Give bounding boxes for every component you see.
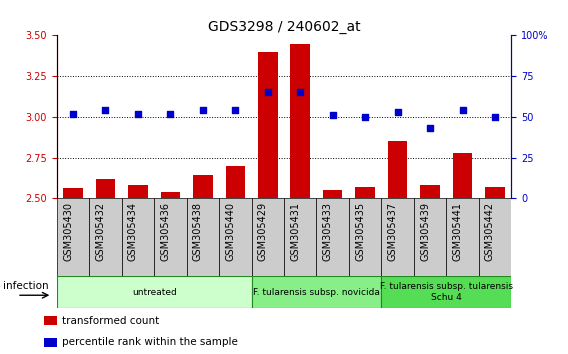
Bar xyxy=(187,198,219,276)
Text: untreated: untreated xyxy=(132,287,177,297)
Text: GSM305440: GSM305440 xyxy=(225,202,235,261)
Point xyxy=(490,114,499,120)
Text: GSM305429: GSM305429 xyxy=(258,202,268,261)
Bar xyxy=(193,176,212,198)
Text: infection: infection xyxy=(3,281,48,291)
Bar xyxy=(122,198,154,276)
Point xyxy=(458,108,467,113)
Bar xyxy=(479,198,511,276)
Text: F. tularensis subsp. novicida: F. tularensis subsp. novicida xyxy=(253,287,380,297)
Bar xyxy=(57,276,252,308)
Bar xyxy=(485,187,505,198)
Point xyxy=(263,90,272,95)
Text: GSM305441: GSM305441 xyxy=(453,202,462,261)
Point xyxy=(231,108,240,113)
Point xyxy=(393,109,402,115)
Bar xyxy=(290,44,310,198)
Bar xyxy=(252,198,284,276)
Bar xyxy=(161,192,180,198)
Point xyxy=(328,112,337,118)
Bar xyxy=(225,166,245,198)
Bar xyxy=(453,153,472,198)
Text: transformed count: transformed count xyxy=(61,316,159,326)
Text: GSM305431: GSM305431 xyxy=(290,202,300,261)
Text: GSM305439: GSM305439 xyxy=(420,202,430,261)
Bar xyxy=(63,188,83,198)
Point xyxy=(101,108,110,113)
Bar xyxy=(316,198,349,276)
Bar xyxy=(381,276,511,308)
Text: GSM305430: GSM305430 xyxy=(63,202,73,261)
Text: GSM305432: GSM305432 xyxy=(95,202,106,261)
Point xyxy=(361,114,370,120)
Bar xyxy=(414,198,446,276)
Bar xyxy=(154,198,187,276)
Point xyxy=(69,111,78,116)
Text: GSM305442: GSM305442 xyxy=(485,202,495,261)
Bar xyxy=(356,187,375,198)
Text: GSM305433: GSM305433 xyxy=(323,202,333,261)
Bar xyxy=(284,198,316,276)
Bar xyxy=(381,198,414,276)
Bar xyxy=(388,141,407,198)
Bar xyxy=(349,198,381,276)
Bar xyxy=(89,198,122,276)
Text: GSM305438: GSM305438 xyxy=(193,202,203,261)
Bar xyxy=(420,185,440,198)
Bar xyxy=(57,198,89,276)
Point xyxy=(198,108,207,113)
Bar xyxy=(323,190,343,198)
Point xyxy=(296,90,305,95)
Point xyxy=(425,125,435,131)
Text: percentile rank within the sample: percentile rank within the sample xyxy=(61,337,237,348)
Text: GSM305434: GSM305434 xyxy=(128,202,138,261)
Bar xyxy=(44,338,57,347)
Bar xyxy=(446,198,479,276)
Bar xyxy=(96,179,115,198)
Text: GSM305437: GSM305437 xyxy=(387,202,398,261)
Bar xyxy=(44,316,57,325)
Text: GSM305436: GSM305436 xyxy=(160,202,170,261)
Point xyxy=(133,111,143,116)
Text: F. tularensis subsp. tularensis
Schu 4: F. tularensis subsp. tularensis Schu 4 xyxy=(380,282,513,302)
Text: GSM305435: GSM305435 xyxy=(355,202,365,261)
Bar xyxy=(219,198,252,276)
Point xyxy=(166,111,175,116)
Bar xyxy=(128,185,148,198)
Bar xyxy=(258,52,278,198)
Bar xyxy=(252,276,381,308)
Title: GDS3298 / 240602_at: GDS3298 / 240602_at xyxy=(208,21,360,34)
